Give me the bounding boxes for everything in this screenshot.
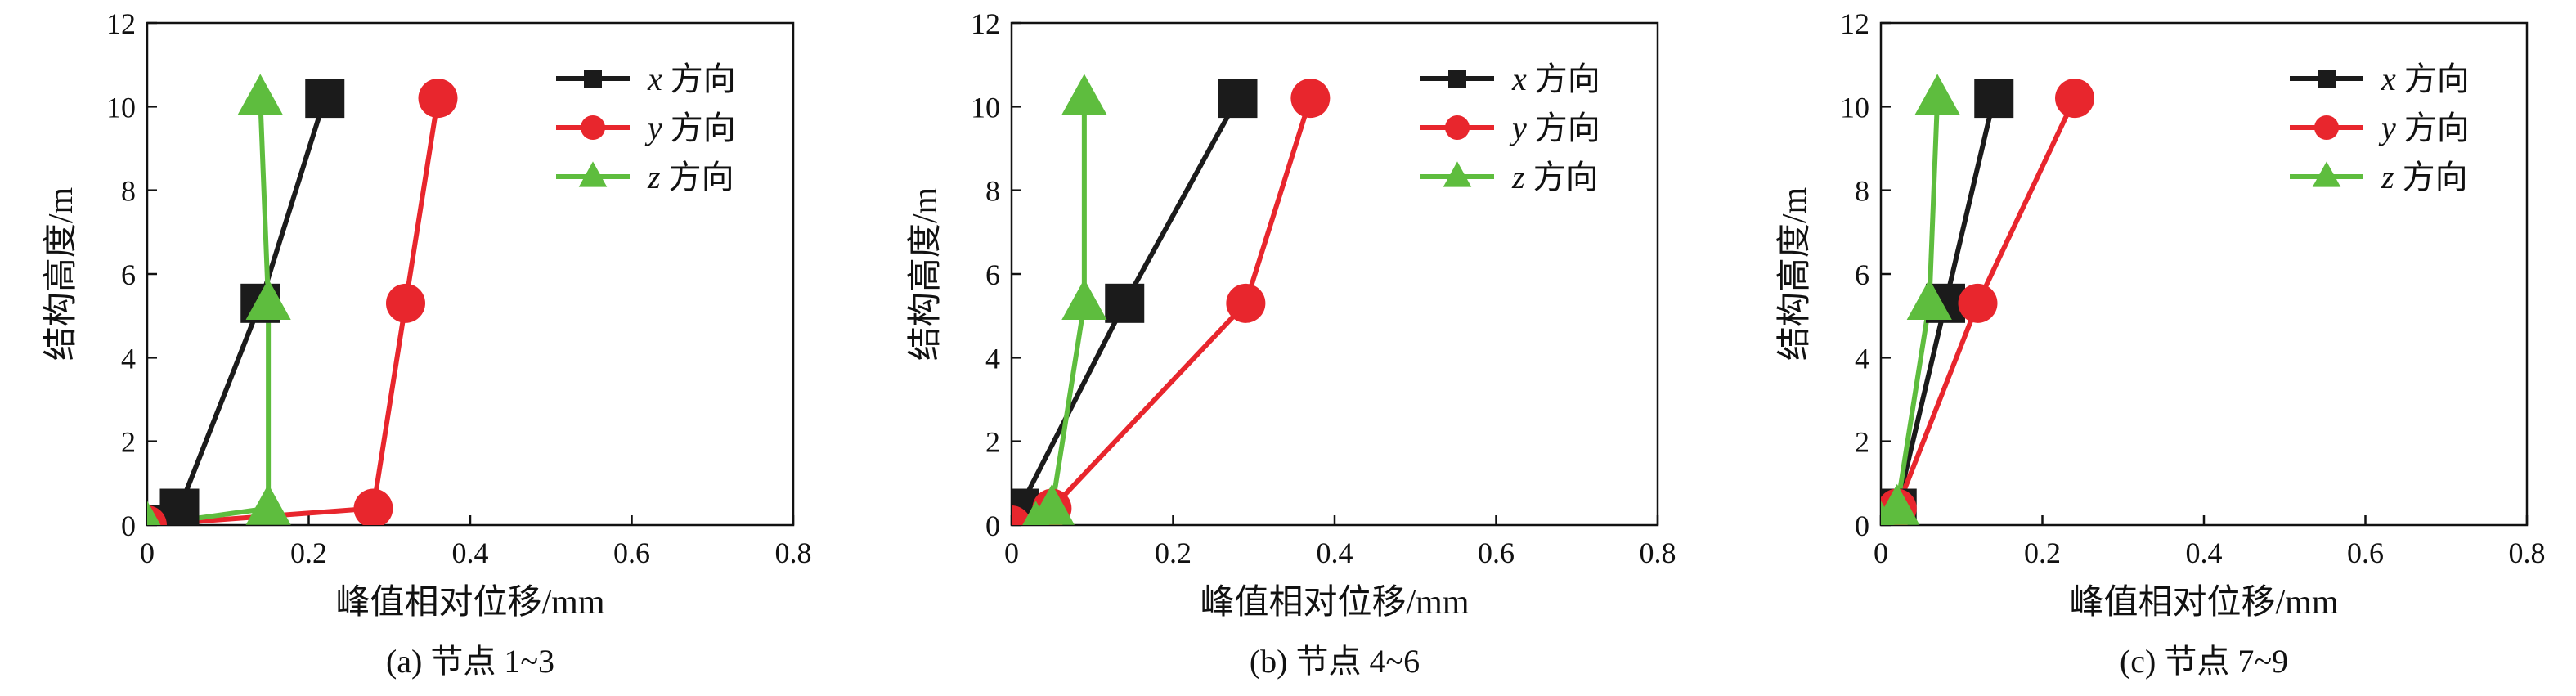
data-point-z xyxy=(1906,279,1952,320)
x-tick-label: 0 xyxy=(1004,537,1019,569)
legend-label-z: z 方向 xyxy=(1511,159,1599,195)
data-point-z xyxy=(245,483,291,525)
legend-label-x: x 方向 xyxy=(647,61,736,97)
y-tick-label: 8 xyxy=(985,175,1000,208)
x-axis-title: 峰值相对位移/mm xyxy=(335,583,604,622)
y-tick-label: 8 xyxy=(1855,175,1869,208)
legend-marker-x xyxy=(1448,70,1466,88)
y-tick-label: 4 xyxy=(121,342,136,375)
data-point-z xyxy=(1914,74,1960,115)
chart-panel-2: 0 0.2 0.4 0.6 0.8 0 2 4 6 8 10 12 峰值相对位移/mm 结构高度/m (b)… xyxy=(907,7,1676,680)
data-point-x xyxy=(305,79,345,119)
y-tick-label: 2 xyxy=(985,426,1000,459)
x-tick-label: 0.4 xyxy=(1317,537,1353,569)
y-tick-label: 0 xyxy=(1855,510,1869,542)
chart-panel-3: 0 0.2 0.4 0.6 0.8 0 2 4 6 8 10 12 峰值相对位移/mm 结构高度/m (c)… xyxy=(1776,7,2546,680)
data-point-z xyxy=(1061,74,1107,115)
legend-label-x: x 方向 xyxy=(1511,61,1600,97)
data-point-y xyxy=(418,79,458,119)
legend-marker-y xyxy=(2314,115,2339,140)
legend-marker-y xyxy=(1445,115,1470,140)
y-axis-title: 结构高度/m xyxy=(907,187,945,361)
x-tick-label: 0.8 xyxy=(2509,537,2546,569)
data-point-y xyxy=(1290,79,1331,119)
x-tick-label: 0 xyxy=(140,537,155,569)
x-tick-label: 0.2 xyxy=(2024,537,2061,569)
x-tick-label: 0.8 xyxy=(775,537,812,569)
legend-label-z: z 方向 xyxy=(2381,159,2468,195)
data-point-z xyxy=(1029,483,1075,525)
x-tick-label: 0.6 xyxy=(1478,537,1515,569)
data-point-x xyxy=(1974,79,2014,119)
data-point-x xyxy=(1218,79,1258,119)
legend-marker-x xyxy=(2318,70,2336,88)
data-point-z xyxy=(245,279,291,320)
y-tick-label: 8 xyxy=(121,175,136,208)
data-layer xyxy=(1012,74,1331,525)
legend-label-y: y 方向 xyxy=(644,110,736,146)
x-tick-label: 0.4 xyxy=(452,537,489,569)
x-tick-label: 0.6 xyxy=(2347,537,2384,569)
x-tick-label: 0 xyxy=(1874,537,1888,569)
y-tick-label: 6 xyxy=(985,258,1000,291)
y-tick-label: 12 xyxy=(106,7,136,40)
x-tick-label: 0.8 xyxy=(1640,537,1676,569)
y-tick-label: 12 xyxy=(971,7,1000,40)
data-point-z xyxy=(237,74,283,115)
plot-frame xyxy=(146,21,795,527)
y-tick-label: 4 xyxy=(1855,342,1869,375)
series-line-y xyxy=(1012,97,1313,525)
data-layer xyxy=(147,74,458,525)
y-axis-title: 结构高度/m xyxy=(1776,187,1814,361)
x-tick-label: 0.2 xyxy=(290,537,327,569)
x-axis-title: 峰值相对位移/mm xyxy=(1200,583,1469,622)
data-point-y xyxy=(1958,283,1998,323)
legend-marker-z xyxy=(578,161,608,187)
x-tick-label: 0.2 xyxy=(1155,537,1192,569)
y-tick-label: 10 xyxy=(106,91,136,123)
data-point-z xyxy=(1061,279,1107,320)
y-tick-label: 2 xyxy=(1855,426,1869,459)
legend-label-y: y 方向 xyxy=(1509,110,1600,146)
y-tick-label: 12 xyxy=(1840,7,1869,40)
data-point-x xyxy=(1105,283,1145,323)
y-tick-label: 4 xyxy=(985,342,1000,375)
legend-marker-x xyxy=(584,70,602,88)
legend-label-x: x 方向 xyxy=(2381,61,2470,97)
data-point-z xyxy=(147,501,161,525)
panel-caption: (a) 节点 1~3 xyxy=(386,643,554,680)
x-tick-label: 0.4 xyxy=(2186,537,2223,569)
data-point-y xyxy=(386,283,425,323)
series-line-z xyxy=(147,97,272,525)
data-point-y xyxy=(2055,79,2094,119)
legend-label-y: y 方向 xyxy=(2378,110,2470,146)
data-point-y xyxy=(1226,283,1266,323)
data-point-x xyxy=(159,488,200,525)
data-point-y xyxy=(353,488,393,525)
legend-marker-z xyxy=(1443,161,1472,187)
y-tick-label: 2 xyxy=(121,426,136,459)
panel-caption: (c) 节点 7~9 xyxy=(2120,643,2288,680)
y-tick-label: 6 xyxy=(121,258,136,291)
y-tick-label: 0 xyxy=(121,510,136,542)
y-tick-label: 10 xyxy=(971,91,1000,123)
y-tick-label: 0 xyxy=(985,510,1000,542)
y-tick-label: 10 xyxy=(1840,91,1869,123)
panel-caption: (b) 节点 4~6 xyxy=(1250,643,1420,680)
data-layer xyxy=(1881,74,2094,525)
legend-marker-y xyxy=(581,115,605,140)
chart-panel-1: 0 0.2 0.4 0.6 0.8 0 2 4 6 8 10 12 峰值相对位移/mm 结构高度/m (a)… xyxy=(43,7,812,680)
series-line-x xyxy=(147,97,328,525)
data-point-z xyxy=(1881,483,1920,525)
x-axis-title: 峰值相对位移/mm xyxy=(2069,583,2338,622)
legend-label-z: z 方向 xyxy=(647,159,734,195)
y-axis-title: 结构高度/m xyxy=(43,187,80,361)
y-tick-label: 6 xyxy=(1855,258,1869,291)
legend-marker-z xyxy=(2312,161,2341,187)
x-tick-label: 0.6 xyxy=(613,537,650,569)
